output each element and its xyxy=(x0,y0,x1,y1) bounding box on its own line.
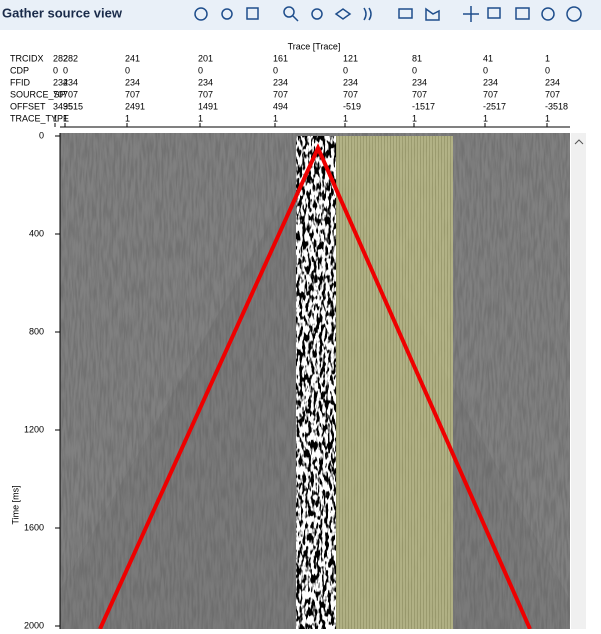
header-value: 1 xyxy=(343,113,348,123)
header-value: 234 xyxy=(198,77,213,87)
header-value: -2517 xyxy=(483,101,506,111)
header-value: 1 xyxy=(198,113,203,123)
header-value: 161 xyxy=(273,53,288,63)
header-value: 234 xyxy=(412,77,427,87)
header-value: 241 xyxy=(125,53,140,63)
header-value: 494 xyxy=(273,101,288,111)
header-value: 707 xyxy=(343,89,358,99)
scrollbar[interactable] xyxy=(571,133,586,629)
header-value: 0 xyxy=(412,65,417,75)
header-value: 121 xyxy=(343,53,358,63)
header-value: 0 xyxy=(273,65,278,75)
y-tick-label: 400 xyxy=(29,228,44,238)
header-value: 707 xyxy=(125,89,140,99)
header-value: 1 xyxy=(545,113,550,123)
header-value: 1 xyxy=(545,53,550,63)
header-value: 234 xyxy=(545,77,560,87)
header-value: 234 xyxy=(53,77,68,87)
header-value: 1 xyxy=(483,113,488,123)
header-label: FFID xyxy=(10,77,30,87)
header-value: 2491 xyxy=(125,101,145,111)
y-tick-label: 1200 xyxy=(24,424,44,434)
header-value: 0 xyxy=(483,65,488,75)
header-value: 707 xyxy=(53,89,68,99)
header-value: 282 xyxy=(63,53,78,63)
header-value: 234 xyxy=(483,77,498,87)
scroll-up[interactable] xyxy=(574,139,584,145)
header-value: 1 xyxy=(63,113,68,123)
header-label: OFFSET xyxy=(10,101,46,111)
y-tick-label: 1600 xyxy=(24,522,44,532)
header-value: 707 xyxy=(198,89,213,99)
header-label: CDP xyxy=(10,65,29,75)
header-value: 1 xyxy=(273,113,278,123)
header-value: 0 xyxy=(343,65,348,75)
header-label: TRCIDX xyxy=(10,53,44,63)
header-value: 282 xyxy=(53,53,68,63)
header-value: 1 xyxy=(125,113,130,123)
header-value: 707 xyxy=(63,89,78,99)
y-tick-label: 0 xyxy=(39,130,44,140)
y-axis-label: Time [ms] xyxy=(10,485,20,524)
header-value: 3495 xyxy=(53,101,73,111)
header-value: 234 xyxy=(273,77,288,87)
header-value: 0 xyxy=(545,65,550,75)
header-value: 234 xyxy=(63,77,78,87)
header-value: -519 xyxy=(343,101,361,111)
header-title: Trace [Trace] xyxy=(288,41,341,51)
header-value: 1 xyxy=(53,113,58,123)
header-value: 0 xyxy=(53,65,58,75)
header-value: 707 xyxy=(273,89,288,99)
header-value: 0 xyxy=(63,65,68,75)
header-value: -3518 xyxy=(545,101,568,111)
header-value: 707 xyxy=(545,89,560,99)
header-value: 1 xyxy=(412,113,417,123)
header-label: TRACE_TYPE xyxy=(10,113,69,123)
header-value: 81 xyxy=(412,53,422,63)
title-bar xyxy=(0,0,601,30)
header-value: 234 xyxy=(343,77,358,87)
header-value: 707 xyxy=(483,89,498,99)
header-value: 0 xyxy=(198,65,203,75)
header-value: 1491 xyxy=(198,101,218,111)
y-ticks: 0 400 800 1200 1600 2000 xyxy=(24,130,60,630)
header-label: SOURCE_SP xyxy=(10,89,66,99)
header-value: 0 xyxy=(125,65,130,75)
y-tick-label: 2000 xyxy=(24,620,44,629)
header-value: 707 xyxy=(412,89,427,99)
toolbar[interactable] xyxy=(194,6,582,22)
header-value: 41 xyxy=(483,53,493,63)
header-value: 3515 xyxy=(63,101,83,111)
header-value: -1517 xyxy=(412,101,435,111)
seismic-image xyxy=(60,133,570,630)
y-tick-label: 800 xyxy=(29,326,44,336)
header-value: 234 xyxy=(125,77,140,87)
header-value: 201 xyxy=(198,53,213,63)
window-title: Gather source view xyxy=(2,5,123,20)
